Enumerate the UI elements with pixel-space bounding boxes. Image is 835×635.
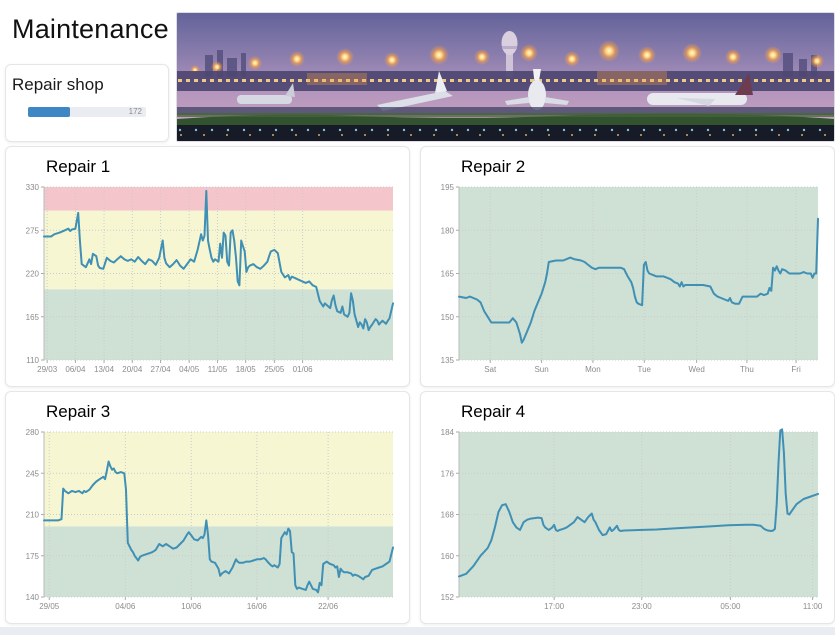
svg-text:165: 165 bbox=[26, 313, 40, 322]
svg-text:01/06: 01/06 bbox=[293, 365, 314, 374]
footer-strip bbox=[0, 627, 835, 635]
repair-3-chart[interactable]: 140 175 210 245 280 29/05 04/06 10/06 16/06 22/06 bbox=[16, 428, 399, 613]
svg-text:275: 275 bbox=[26, 226, 40, 235]
svg-text:05:00: 05:00 bbox=[720, 602, 741, 611]
svg-text:13/04: 13/04 bbox=[94, 365, 115, 374]
airport-photo bbox=[176, 12, 835, 142]
repair-shop-progress-value: 172 bbox=[128, 107, 142, 116]
svg-text:Mon: Mon bbox=[585, 365, 601, 374]
svg-text:25/05: 25/05 bbox=[264, 365, 285, 374]
repair-4-chart[interactable]: 152 160 168 176 184 17:00 23:00 05:00 11:00 bbox=[431, 428, 824, 613]
svg-text:180: 180 bbox=[441, 226, 455, 235]
page-title: Maintenance bbox=[12, 14, 169, 44]
svg-text:23:00: 23:00 bbox=[632, 602, 653, 611]
svg-text:330: 330 bbox=[26, 183, 40, 192]
svg-text:29/03: 29/03 bbox=[37, 365, 58, 374]
repair-3-panel: Repair 3 140 175 210 245 280 29/05 04/06 10/06 1… bbox=[5, 391, 410, 624]
svg-text:04/05: 04/05 bbox=[179, 365, 200, 374]
svg-text:280: 280 bbox=[26, 428, 40, 437]
svg-text:Wed: Wed bbox=[689, 365, 705, 374]
svg-text:135: 135 bbox=[441, 356, 455, 365]
svg-text:152: 152 bbox=[441, 593, 455, 602]
svg-text:110: 110 bbox=[26, 356, 39, 365]
svg-text:Fri: Fri bbox=[791, 365, 801, 374]
repair-1-panel: Repair 1 110 165 220 275 330 29/03 06/04 13/04 2… bbox=[5, 146, 410, 387]
svg-text:11/05: 11/05 bbox=[208, 365, 228, 374]
svg-text:165: 165 bbox=[441, 270, 455, 279]
svg-text:Sat: Sat bbox=[484, 365, 497, 374]
repair-1-title: Repair 1 bbox=[46, 157, 111, 176]
repair-4-panel: Repair 4 152 160 168 176 184 17:00 23:00 05:00 1… bbox=[420, 391, 835, 624]
repair-3-title: Repair 3 bbox=[46, 402, 111, 421]
svg-text:17:00: 17:00 bbox=[544, 602, 565, 611]
svg-text:175: 175 bbox=[26, 552, 40, 561]
svg-text:11:00: 11:00 bbox=[803, 602, 823, 611]
control-tower bbox=[501, 31, 518, 77]
svg-text:195: 195 bbox=[441, 183, 455, 192]
svg-text:20/04: 20/04 bbox=[122, 365, 143, 374]
svg-text:29/05: 29/05 bbox=[39, 602, 60, 611]
repair-2-title: Repair 2 bbox=[461, 157, 526, 176]
svg-text:22/06: 22/06 bbox=[318, 602, 339, 611]
repair-shop-progress-fill bbox=[28, 107, 71, 117]
repair-shop-card: Repair shop 172 bbox=[5, 64, 169, 142]
repair-2-chart[interactable]: 135 150 165 180 195 Sat Sun Mon Tue Wed Thu Fri bbox=[431, 183, 824, 376]
svg-text:16/06: 16/06 bbox=[247, 602, 268, 611]
repair-4-title: Repair 4 bbox=[461, 402, 526, 421]
runway-lights-glow bbox=[190, 40, 824, 75]
svg-text:210: 210 bbox=[26, 511, 40, 520]
svg-text:10/06: 10/06 bbox=[181, 602, 202, 611]
svg-text:06/04: 06/04 bbox=[65, 365, 86, 374]
repair-2-panel: Repair 2 135 150 165 180 195 Sat Sun Mon Tue Wed T… bbox=[420, 146, 835, 387]
svg-text:160: 160 bbox=[441, 552, 455, 561]
svg-text:Tue: Tue bbox=[637, 365, 651, 374]
svg-text:245: 245 bbox=[26, 469, 40, 478]
svg-text:150: 150 bbox=[441, 313, 455, 322]
airport-photo-illustration bbox=[177, 13, 834, 141]
svg-text:27/04: 27/04 bbox=[151, 365, 172, 374]
repair-shop-progress-bar: 172 bbox=[28, 107, 146, 117]
svg-text:Thu: Thu bbox=[740, 365, 754, 374]
svg-text:184: 184 bbox=[441, 428, 455, 437]
repair-1-chart[interactable]: 110 165 220 275 330 29/03 06/04 13/04 20/04 27/04… bbox=[16, 183, 399, 376]
svg-text:140: 140 bbox=[26, 593, 40, 602]
svg-text:176: 176 bbox=[441, 469, 455, 478]
svg-text:220: 220 bbox=[26, 270, 40, 279]
svg-text:04/06: 04/06 bbox=[115, 602, 136, 611]
svg-text:Sun: Sun bbox=[534, 365, 548, 374]
airplanes bbox=[237, 69, 753, 111]
svg-text:18/05: 18/05 bbox=[236, 365, 257, 374]
svg-text:168: 168 bbox=[441, 511, 455, 520]
repair-shop-title: Repair shop bbox=[12, 75, 104, 94]
